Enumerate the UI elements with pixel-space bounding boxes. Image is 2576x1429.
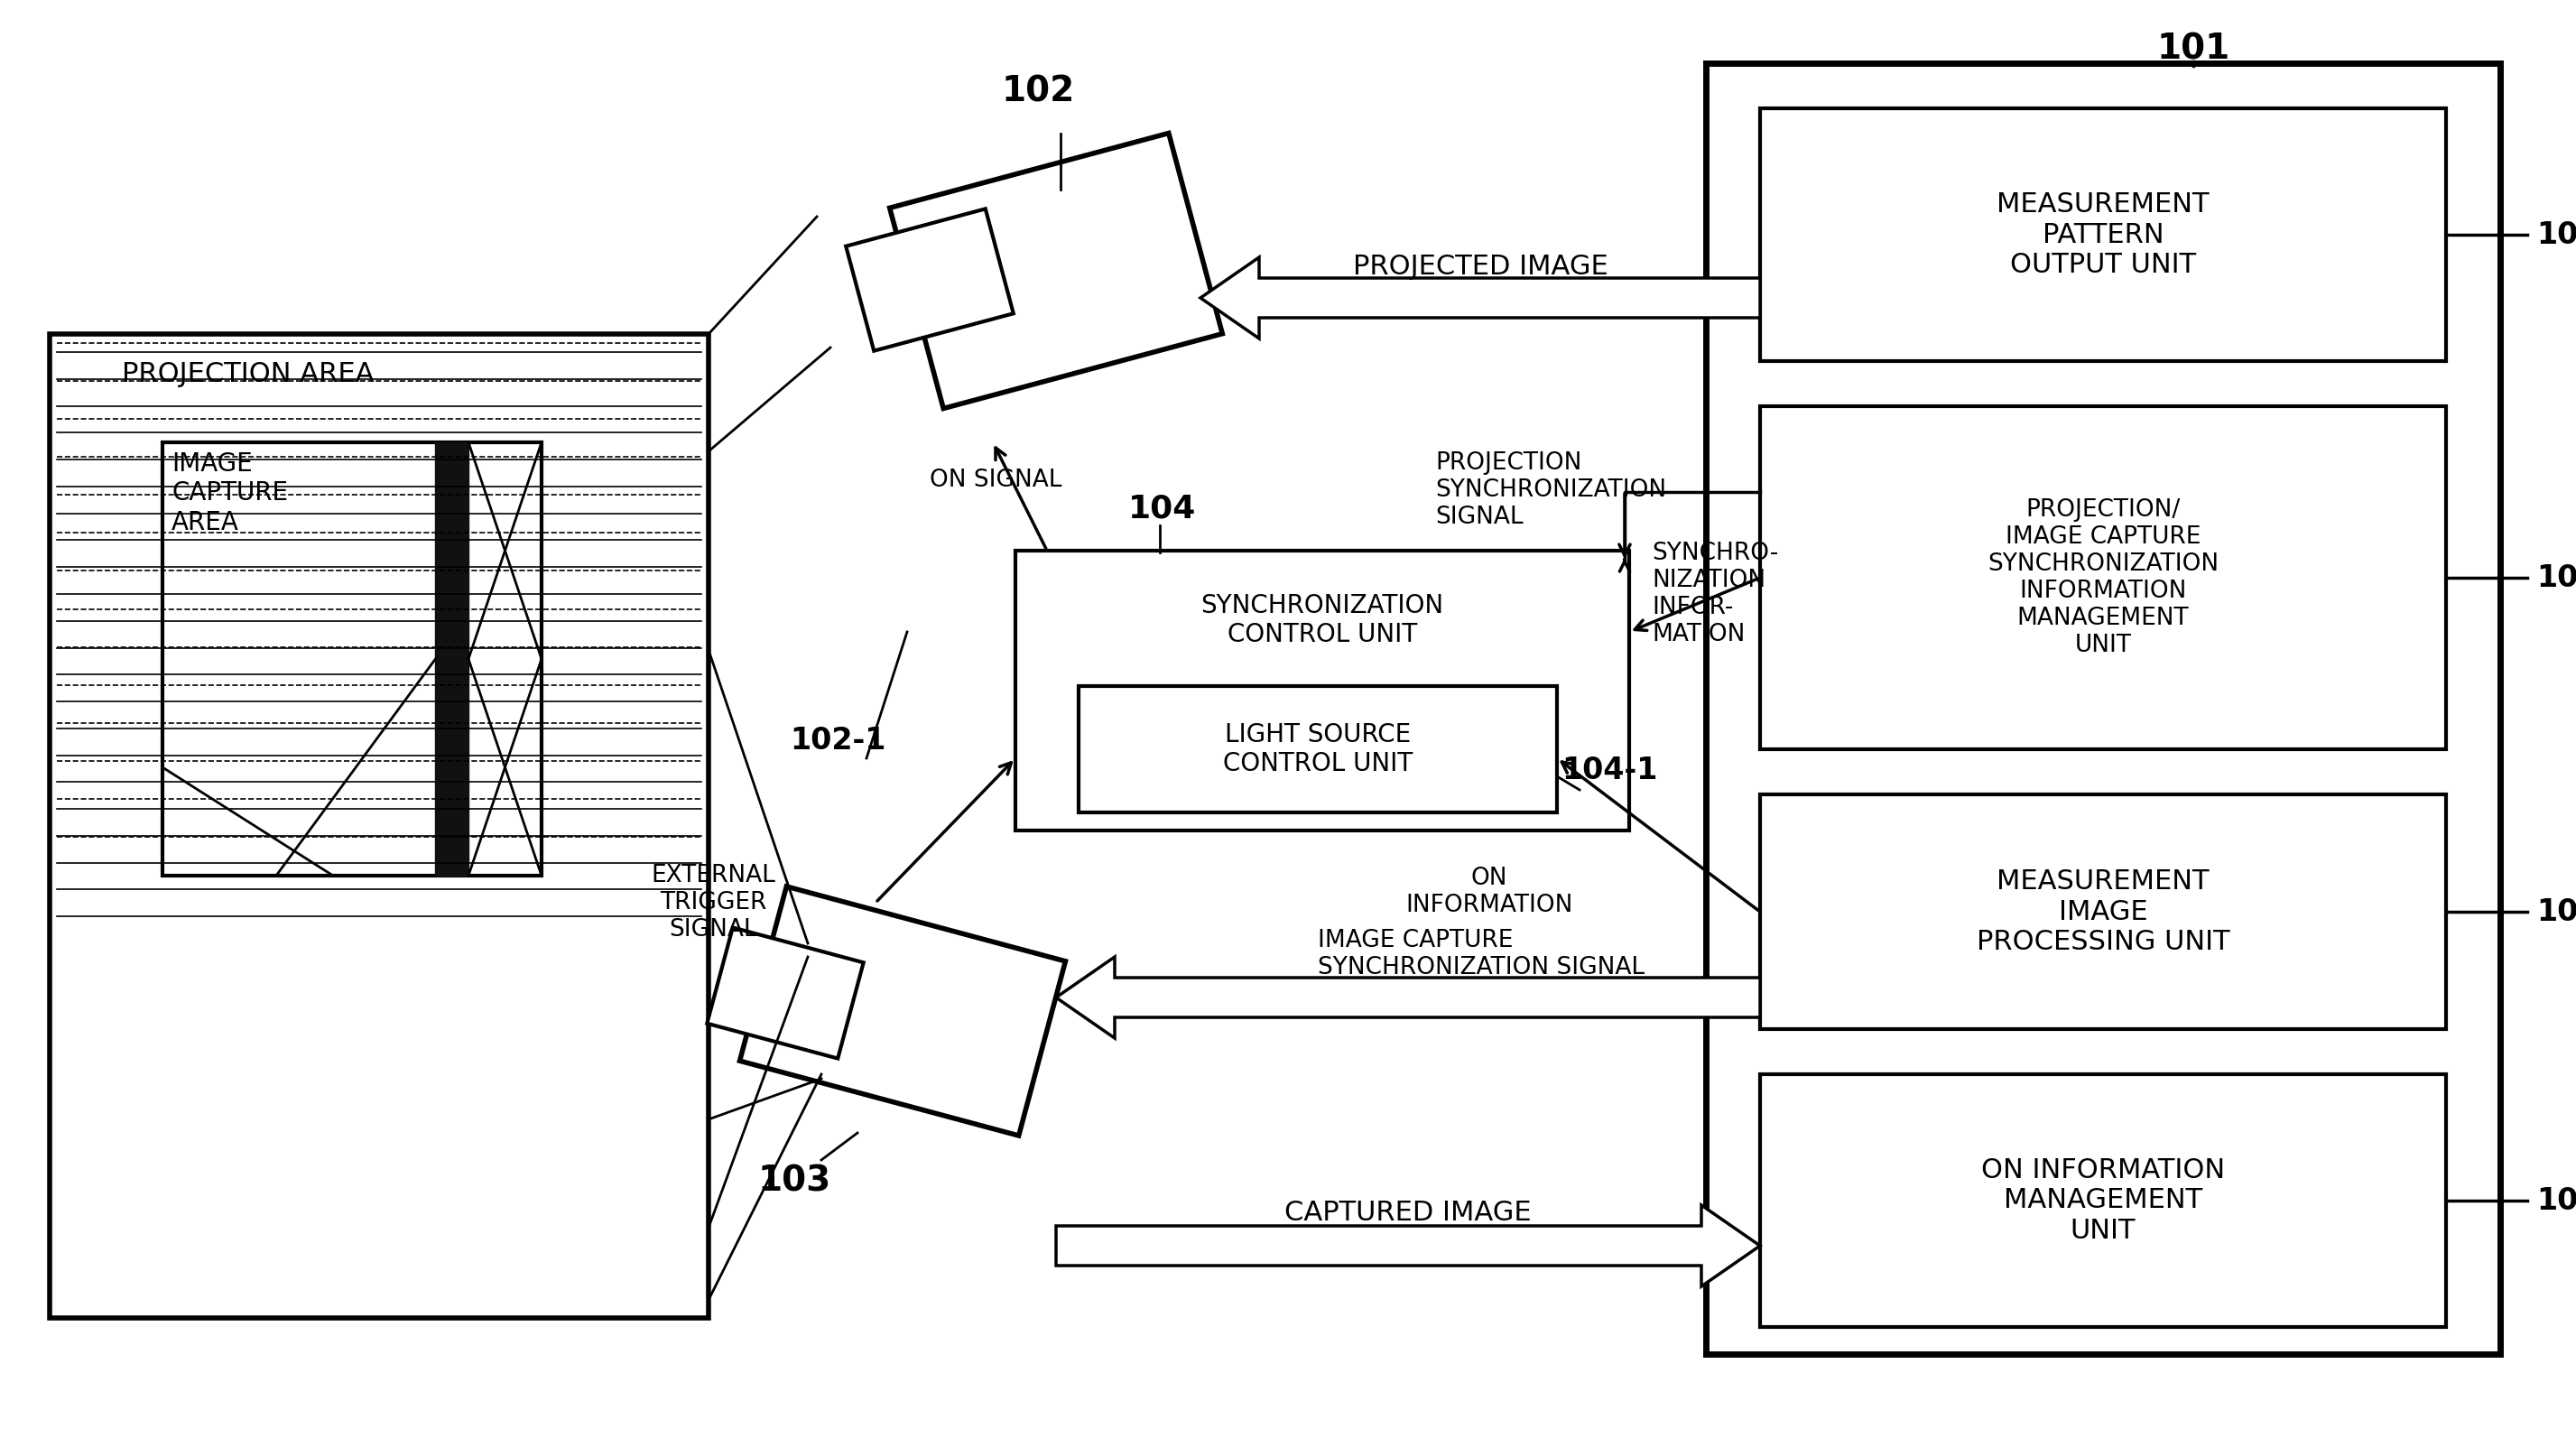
Bar [435, 443, 469, 876]
Text: PROJECTION/
IMAGE CAPTURE
SYNCHRONIZATION
INFORMATION
MANAGEMENT
UNIT: PROJECTION/ IMAGE CAPTURE SYNCHRONIZATIO… [1989, 499, 2218, 657]
Text: 101-1: 101-1 [2537, 220, 2576, 250]
Bar [162, 443, 541, 876]
Polygon shape [1056, 1205, 1759, 1286]
Text: 104-1: 104-1 [1561, 756, 1656, 786]
Bar [1705, 63, 2501, 1355]
Text: 101-2: 101-2 [2537, 563, 2576, 593]
Polygon shape [845, 209, 1012, 352]
Bar [1079, 686, 1556, 813]
Polygon shape [706, 927, 863, 1059]
Text: 103: 103 [757, 1165, 832, 1199]
Text: 102: 102 [1002, 74, 1074, 109]
Text: PROJECTION
SYNCHRONIZATION
SIGNAL: PROJECTION SYNCHRONIZATION SIGNAL [1435, 452, 1667, 529]
Bar [1759, 406, 2447, 749]
Text: 101: 101 [2156, 31, 2231, 66]
Text: CAPTURED IMAGE: CAPTURED IMAGE [1285, 1200, 1533, 1226]
Text: IMAGE CAPTURE
SYNCHRONIZATION SIGNAL: IMAGE CAPTURE SYNCHRONIZATION SIGNAL [1319, 929, 1643, 979]
Text: SYNCHRO-
NIZATION
INFOR-
MATION: SYNCHRO- NIZATION INFOR- MATION [1651, 542, 1777, 646]
Text: IMAGE
CAPTURE
AREA: IMAGE CAPTURE AREA [173, 452, 289, 534]
Bar [1759, 795, 2447, 1029]
Polygon shape [1056, 957, 1759, 1037]
Text: ON
INFORMATION: ON INFORMATION [1406, 866, 1574, 917]
Text: EXTERNAL
TRIGGER
SIGNAL: EXTERNAL TRIGGER SIGNAL [652, 865, 775, 942]
Text: MEASUREMENT
IMAGE
PROCESSING UNIT: MEASUREMENT IMAGE PROCESSING UNIT [1976, 869, 2231, 955]
Text: 104: 104 [1128, 493, 1195, 523]
Text: ON INFORMATION
MANAGEMENT
UNIT: ON INFORMATION MANAGEMENT UNIT [1981, 1157, 2226, 1245]
Polygon shape [739, 886, 1066, 1136]
Text: LIGHT SOURCE
CONTROL UNIT: LIGHT SOURCE CONTROL UNIT [1224, 722, 1412, 776]
Bar [1759, 109, 2447, 362]
Text: PROJECTED IMAGE: PROJECTED IMAGE [1352, 254, 1607, 280]
Polygon shape [1200, 257, 1759, 339]
Text: 101-4: 101-4 [2537, 1186, 2576, 1216]
Text: SYNCHRONIZATION
CONTROL UNIT: SYNCHRONIZATION CONTROL UNIT [1200, 593, 1443, 647]
Text: 102-1: 102-1 [791, 726, 886, 755]
Polygon shape [889, 133, 1224, 409]
Text: MEASUREMENT
PATTERN
OUTPUT UNIT: MEASUREMENT PATTERN OUTPUT UNIT [1996, 191, 2210, 279]
Bar [1759, 1075, 2447, 1328]
Text: ON SIGNAL: ON SIGNAL [930, 469, 1061, 492]
Text: PROJECTION AREA: PROJECTION AREA [121, 362, 374, 387]
Bar [1015, 550, 1628, 830]
Bar [49, 334, 708, 1318]
Text: 101-3: 101-3 [2537, 897, 2576, 926]
